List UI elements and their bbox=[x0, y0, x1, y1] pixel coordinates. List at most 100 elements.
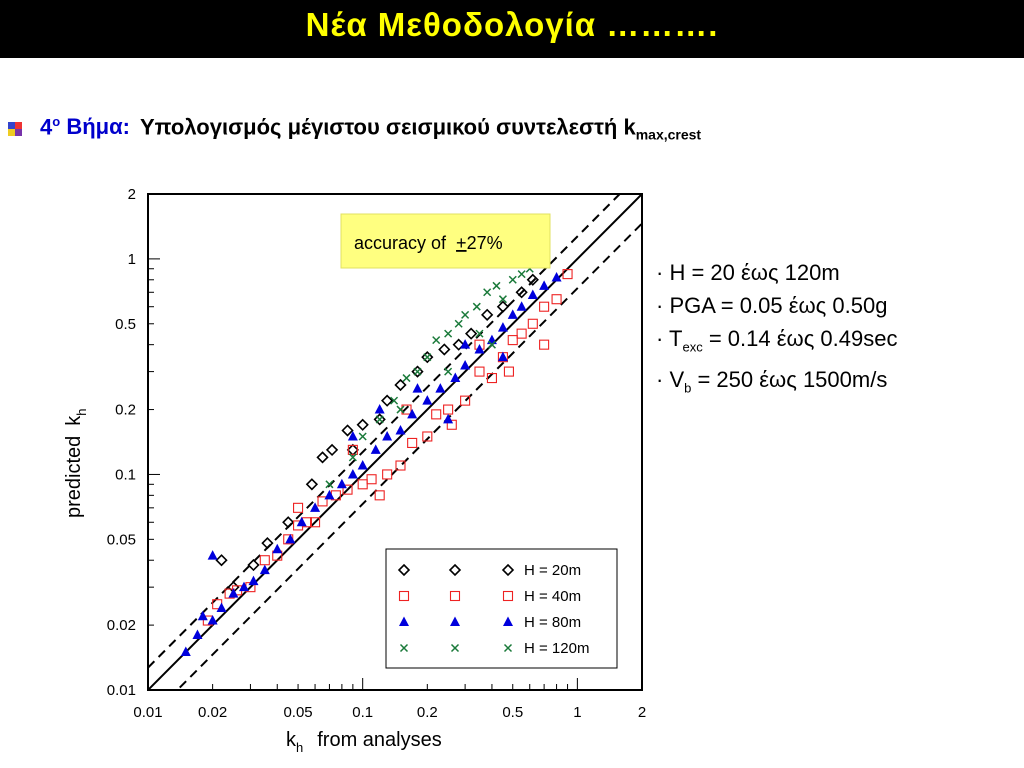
data-point bbox=[446, 419, 457, 430]
title-bar: Νέα Μεθοδολογία ………. bbox=[0, 0, 1024, 58]
data-point bbox=[341, 424, 354, 437]
data-point bbox=[515, 286, 528, 299]
data-point bbox=[472, 302, 481, 311]
x-tick-label: 0.1 bbox=[352, 704, 373, 721]
data-point bbox=[180, 646, 191, 657]
legend-marker bbox=[503, 643, 513, 653]
data-point bbox=[401, 404, 412, 415]
data-point bbox=[207, 615, 218, 625]
x-tick-label: 1 bbox=[573, 704, 581, 721]
x-tick-label: 0.05 bbox=[283, 704, 312, 721]
data-point bbox=[443, 404, 454, 415]
y-tick-label: 2 bbox=[128, 186, 136, 203]
data-point bbox=[450, 372, 461, 383]
x-axis-label-sub: h bbox=[296, 740, 303, 755]
data-point bbox=[310, 517, 321, 528]
data-point bbox=[347, 468, 358, 479]
data-point bbox=[357, 479, 368, 490]
data-point bbox=[460, 395, 471, 406]
data-point bbox=[562, 269, 573, 280]
data-point bbox=[394, 378, 407, 392]
data-point bbox=[508, 275, 517, 284]
data-point bbox=[247, 558, 260, 572]
annotation-bg bbox=[340, 213, 551, 269]
data-point bbox=[551, 271, 562, 282]
param-vb: · Vb = 250 έως 1500m/s bbox=[656, 363, 897, 404]
data-point bbox=[248, 575, 259, 586]
plot-frame bbox=[147, 193, 643, 691]
data-point bbox=[305, 478, 319, 491]
parameter-list: · H = 20 έως 120m · PGA = 0.05 έως 0.50g… bbox=[656, 256, 897, 405]
data-point bbox=[396, 405, 405, 414]
legend-marker bbox=[503, 616, 513, 626]
legend: H = 20m H = 40m H = 80m H = 120m bbox=[385, 548, 618, 669]
data-point bbox=[373, 413, 386, 426]
legend-marker bbox=[399, 616, 409, 626]
x-tick-label: 2 bbox=[638, 704, 646, 721]
data-point bbox=[348, 453, 357, 462]
legend-label: H = 40m bbox=[524, 588, 581, 605]
data-point bbox=[486, 334, 497, 345]
data-point bbox=[435, 383, 446, 393]
data-point bbox=[238, 581, 249, 592]
legend-marker bbox=[398, 590, 410, 602]
data-point bbox=[325, 443, 339, 457]
legend-marker bbox=[397, 563, 411, 577]
data-point bbox=[407, 437, 418, 448]
legend-box bbox=[385, 548, 618, 669]
data-point bbox=[422, 431, 433, 442]
data-point bbox=[325, 480, 334, 489]
x-axis-label: kh from analyses bbox=[286, 729, 442, 755]
data-point bbox=[207, 550, 218, 560]
data-point bbox=[526, 273, 539, 286]
reference-line bbox=[148, 194, 642, 690]
annotation-plusminus: + bbox=[456, 233, 467, 253]
data-point bbox=[461, 310, 470, 319]
data-point bbox=[492, 281, 501, 290]
step-heading: 4ο Βήμα: Υπολογισμός μέγιστου σεισμικού σ… bbox=[8, 114, 701, 154]
data-point bbox=[259, 564, 270, 575]
data-point bbox=[215, 554, 228, 567]
param-texc-post: = 0.14 έως 0.49sec bbox=[702, 326, 898, 351]
axis-ticks: 0.01 0.02 0.05 0.1 0.2 0.5 1 2 0.01 0.02 0.05 0.1 0.… bbox=[107, 186, 646, 721]
data-point bbox=[422, 395, 433, 405]
y-axis-label-text: predicted bbox=[63, 436, 85, 518]
step-label: Βήμα: bbox=[66, 114, 130, 140]
data-point bbox=[402, 374, 411, 383]
data-point bbox=[507, 335, 518, 346]
data-point bbox=[381, 394, 394, 407]
data-point bbox=[395, 460, 406, 471]
data-point bbox=[374, 404, 385, 414]
data-point bbox=[444, 367, 453, 376]
data-point bbox=[382, 469, 393, 480]
data-point bbox=[539, 301, 550, 312]
data-point bbox=[382, 430, 393, 441]
data-point bbox=[443, 413, 454, 424]
step-number-sup: ο bbox=[52, 114, 61, 129]
reference-line bbox=[175, 222, 642, 690]
data-point bbox=[293, 502, 304, 513]
x-tick-label: 0.01 bbox=[133, 704, 162, 721]
data-point bbox=[296, 516, 307, 527]
param-vb-post: = 250 έως 1500m/s bbox=[691, 367, 888, 393]
data-point bbox=[412, 383, 423, 393]
data-point bbox=[481, 308, 494, 321]
data-point bbox=[374, 490, 385, 501]
y-tick-label: 0.01 bbox=[107, 682, 136, 699]
data-point bbox=[498, 295, 507, 304]
data-point bbox=[465, 327, 478, 340]
data-point bbox=[444, 329, 453, 338]
param-pga: · PGA = 0.05 έως 0.50g bbox=[656, 293, 888, 318]
slide-title: Νέα Μεθοδολογία ………. bbox=[305, 6, 719, 43]
y-tick-label: 0.02 bbox=[107, 617, 136, 634]
data-point bbox=[347, 430, 358, 441]
bullet-icon bbox=[8, 121, 22, 136]
reference-lines bbox=[148, 194, 642, 690]
param-height: · H = 20 έως 120m bbox=[656, 260, 840, 285]
y-tick-label: 0.1 bbox=[115, 466, 136, 483]
param-vb-sub: b bbox=[684, 380, 692, 396]
y-axis-label: predicted kh bbox=[63, 408, 89, 518]
x-axis-label-post: from analyses bbox=[317, 729, 442, 751]
legend-marker bbox=[501, 563, 515, 577]
x-tick-label: 0.02 bbox=[198, 704, 227, 721]
